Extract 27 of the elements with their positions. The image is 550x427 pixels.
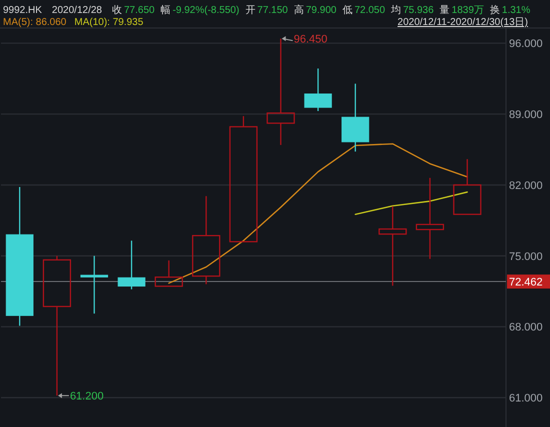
text: 量 1839万 bbox=[440, 5, 484, 16]
text: 均 75.936 bbox=[390, 4, 434, 16]
ref-line-label: 72.462 bbox=[509, 276, 543, 289]
candlestick bbox=[378, 206, 407, 286]
text: 2020/12/11-2020/12/30(13日) bbox=[398, 17, 528, 28]
candlestick bbox=[80, 255, 108, 314]
chart-subtitle: 2020/12/28 bbox=[52, 5, 102, 16]
text: 收 77.650 bbox=[112, 5, 156, 16]
text: 开 77.150 bbox=[245, 5, 288, 16]
candlestick bbox=[416, 177, 444, 260]
text: 高 79.900 bbox=[294, 4, 337, 16]
text: 幅 -9.92%(-8.550) bbox=[160, 4, 240, 16]
y-tick-label: 96.000 bbox=[509, 38, 543, 50]
text: 换 1.31% bbox=[490, 4, 530, 16]
annotation: 96.450 bbox=[294, 34, 328, 46]
chart-title: 9992.HK bbox=[3, 5, 42, 16]
candlestick bbox=[192, 196, 220, 285]
y-tick-label: 68.000 bbox=[509, 322, 543, 334]
candlestick bbox=[266, 38, 295, 146]
y-tick-label: 61.000 bbox=[509, 392, 543, 405]
y-tick-label: 82.000 bbox=[509, 180, 543, 192]
y-tick-label: 75.000 bbox=[509, 250, 543, 263]
text: MA(5): 86.060 bbox=[3, 17, 67, 28]
text: MA(10): 79.935 bbox=[74, 17, 144, 28]
y-tick-label: 89.000 bbox=[509, 109, 543, 122]
annotation: 61.200 bbox=[70, 390, 104, 403]
text: 低 72.050 bbox=[342, 5, 386, 16]
